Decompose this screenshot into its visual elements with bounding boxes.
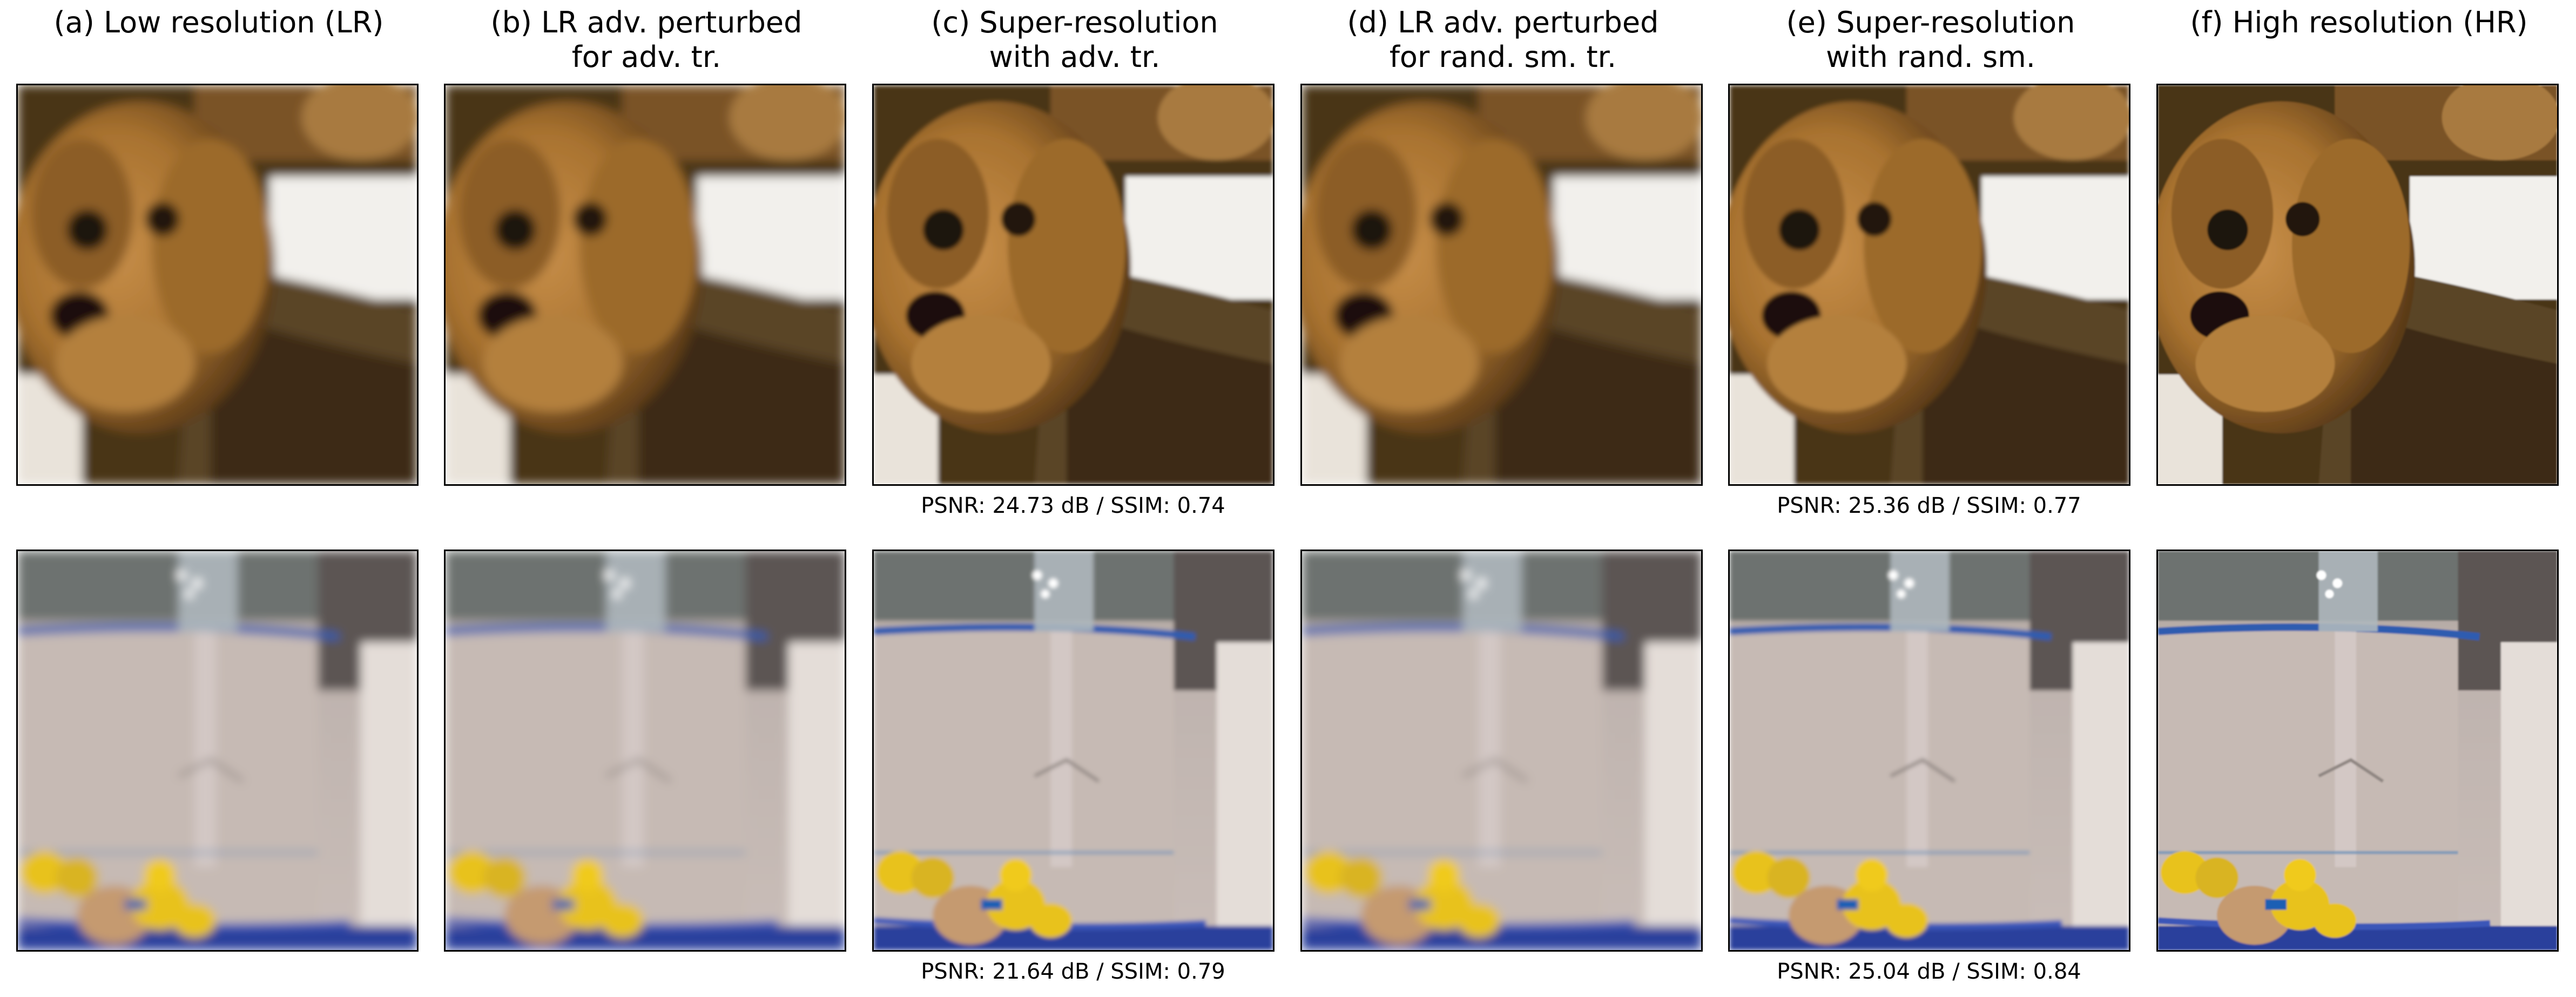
panel-dog-lr-rand-sm [1300,84,1703,486]
panel-dog-sr-adv-tr [872,84,1274,486]
dog-image [1730,85,2129,484]
panel-dog-lr [16,84,419,486]
bottle-image [1302,551,1701,950]
panel-bottle-lr-adv-perturbed [444,550,846,952]
dog-image [2158,85,2557,484]
dog-image [1302,85,1701,484]
column-title-a: (a) Low resolution (LR) [53,5,384,39]
metric-bottle-c: PSNR: 21.64 dB / SSIM: 0.79 [921,959,1225,984]
panel-dog-hr [2156,84,2559,486]
panel-dog-sr-rand-sm [1728,84,2130,486]
metric-dog-e: PSNR: 25.36 dB / SSIM: 0.77 [1777,493,2081,518]
dog-image [874,85,1273,484]
metric-bottle-e: PSNR: 25.04 dB / SSIM: 0.84 [1777,959,2081,984]
panel-bottle-hr [2156,550,2559,952]
bottle-image [446,551,845,950]
panel-dog-lr-adv-perturbed [444,84,846,486]
bottle-image [874,551,1273,950]
column-title-b: (b) LR adv. perturbed for adv. tr. [490,5,803,74]
panel-bottle-lr [16,550,419,952]
bottle-image [18,551,417,950]
column-title-f: (f) High resolution (HR) [2190,5,2528,39]
dog-image [18,85,417,484]
metric-dog-c: PSNR: 24.73 dB / SSIM: 0.74 [921,493,1225,518]
column-title-d: (d) LR adv. perturbed for rand. sm. tr. [1347,5,1659,74]
panel-bottle-lr-rand-sm [1300,550,1703,952]
panel-bottle-sr-rand-sm [1728,550,2130,952]
column-title-c: (c) Super-resolution with adv. tr. [931,5,1218,74]
bottle-image [2158,551,2557,950]
column-title-e: (e) Super-resolution with rand. sm. [1786,5,2075,74]
panel-bottle-sr-adv-tr [872,550,1274,952]
dog-image [446,85,845,484]
bottle-image [1730,551,2129,950]
